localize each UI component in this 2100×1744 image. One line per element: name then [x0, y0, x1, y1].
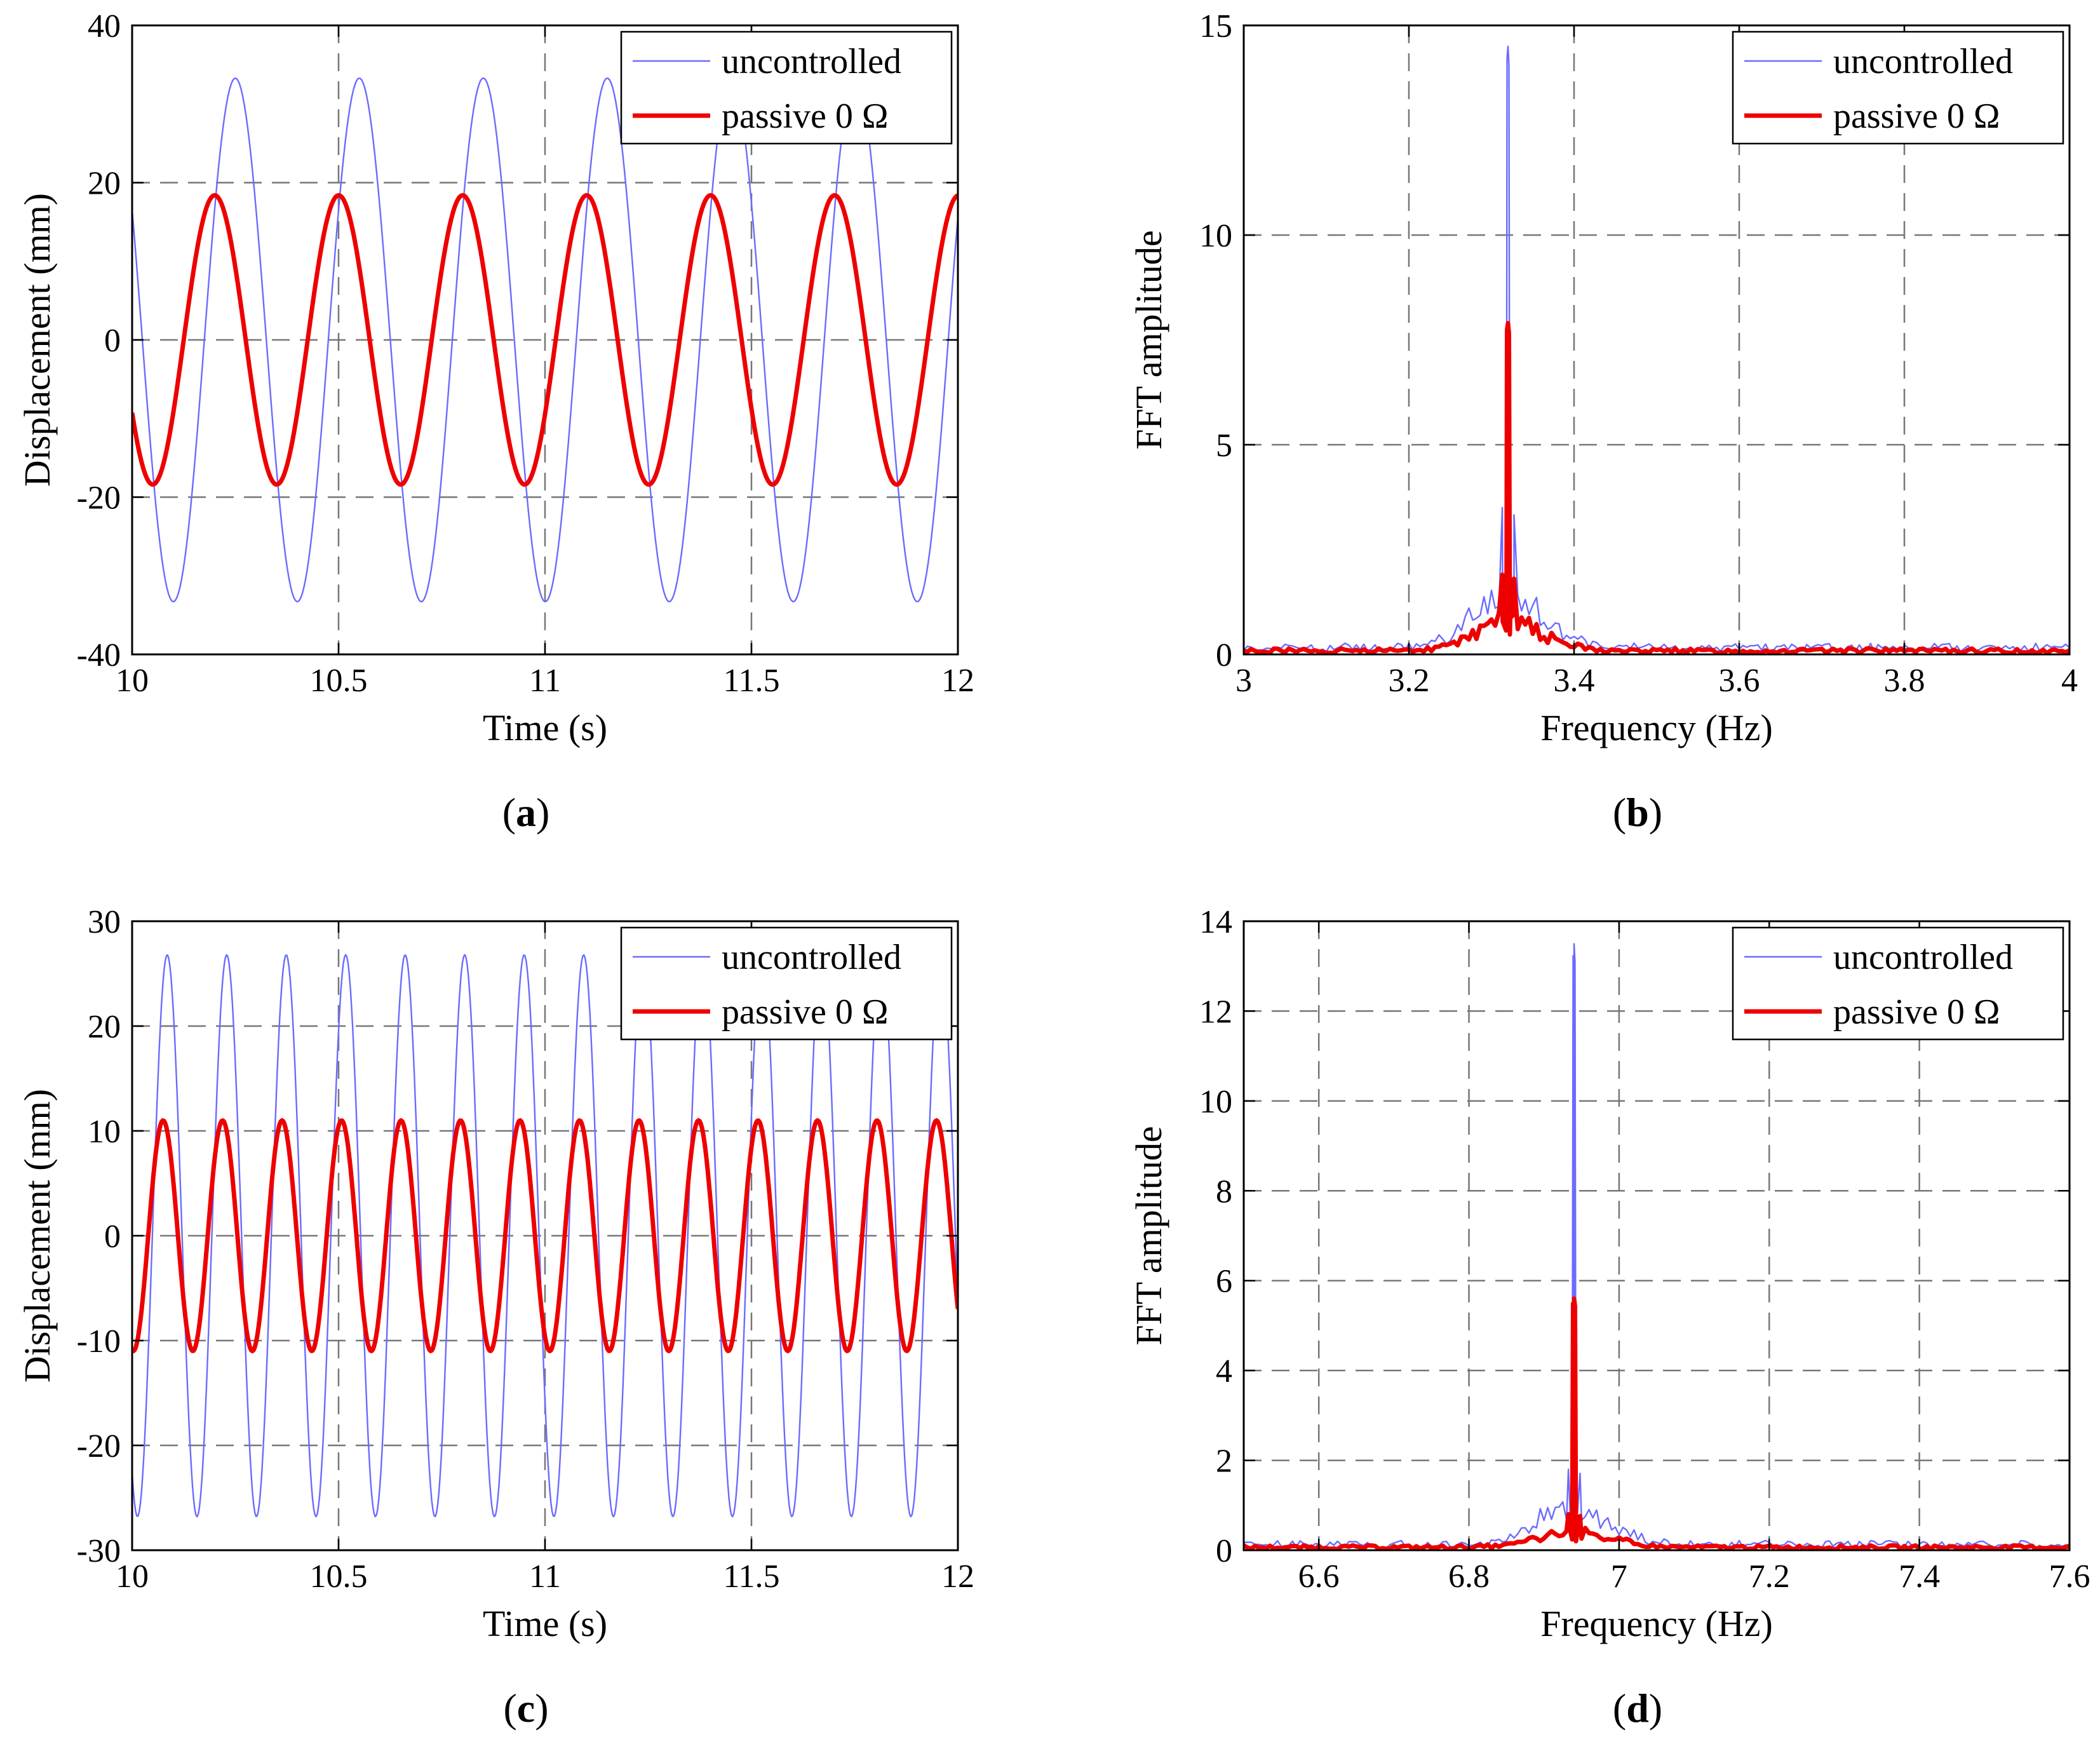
y-axis-label: FFT amplitude [1128, 1126, 1169, 1345]
y-axis-label: Displacement (mm) [17, 193, 58, 487]
y-tick-label: 0 [1216, 1533, 1232, 1569]
x-tick-label: 7.6 [2049, 1558, 2090, 1595]
y-tick-label: 30 [88, 904, 121, 940]
series-line-passive [1244, 1296, 2070, 1550]
y-tick-label: -40 [77, 637, 121, 673]
x-tick-label: 10.5 [310, 663, 368, 699]
x-tick-label: 11 [529, 1558, 561, 1595]
x-tick-label: 6.6 [1298, 1558, 1340, 1595]
x-axis-label: Frequency (Hz) [1540, 707, 1773, 748]
x-tick-label: 7 [1611, 1558, 1627, 1595]
y-tick-label: 0 [104, 323, 121, 359]
y-tick-label: 10 [1199, 218, 1232, 254]
series-line-uncontrolled [132, 77, 958, 603]
y-tick-label: 5 [1216, 428, 1232, 464]
legend-box [1732, 30, 2064, 145]
x-tick-label: 10.5 [310, 1558, 368, 1595]
x-tick-label: 11 [529, 663, 561, 699]
legend-label: uncontrolled [722, 938, 901, 977]
x-tick-label: 7.2 [1749, 1558, 1790, 1595]
y-tick-label: 0 [1216, 637, 1232, 673]
x-tick-label: 6.8 [1448, 1558, 1490, 1595]
caption-close: ) [1649, 790, 1662, 835]
y-tick-label: -20 [77, 1428, 121, 1464]
x-tick-label: 10 [116, 1558, 149, 1595]
chart-panel-b: 3 3.2 3.4 3.6 3.8 4 0 5 10 15 Frequency (Hz) FFT am… [1128, 8, 2078, 835]
legend-label: uncontrolled [1833, 938, 2013, 977]
caption-open: ( [1613, 790, 1626, 835]
legend-label: passive 0 Ω [722, 992, 888, 1032]
chart-panel-c: 10 10.5 11 11.5 12 -30 -20 -10 0 10 20 30 Time (s) Di… [17, 904, 974, 1731]
caption-open: ( [502, 790, 516, 835]
x-tick-label: 3.8 [1884, 663, 1925, 699]
x-tick-label: 4 [2061, 663, 2078, 699]
y-tick-label: 2 [1216, 1443, 1232, 1480]
x-tick-label: 3.6 [1719, 663, 1760, 699]
legend-label: uncontrolled [1833, 42, 2013, 81]
caption-letter: d [1626, 1686, 1649, 1731]
y-tick-label: 0 [104, 1219, 121, 1255]
x-tick-label: 7.4 [1899, 1558, 1940, 1595]
y-tick-label: -20 [77, 480, 121, 517]
caption-open: ( [1613, 1686, 1626, 1731]
panel-caption: (c) [503, 1686, 548, 1731]
legend-label: uncontrolled [722, 42, 901, 81]
legend-label: passive 0 Ω [1833, 97, 2000, 136]
x-tick-label: 3 [1235, 663, 1252, 699]
legend: uncontrolled passive 0 Ω [620, 30, 953, 145]
legend-label: passive 0 Ω [722, 97, 888, 136]
x-tick-label: 3.4 [1554, 663, 1595, 699]
legend: uncontrolled passive 0 Ω [1732, 30, 2064, 145]
x-tick-label: 11.5 [723, 1558, 779, 1595]
x-tick-label: 12 [941, 1558, 974, 1595]
x-tick-label: 3.2 [1389, 663, 1430, 699]
caption-open: ( [503, 1686, 516, 1731]
legend-box [1732, 926, 2064, 1041]
x-axis-label: Time (s) [483, 1603, 607, 1644]
y-tick-label: 40 [88, 8, 121, 44]
y-tick-label: 20 [88, 166, 121, 202]
legend-label: passive 0 Ω [1833, 992, 2000, 1032]
y-tick-label: 6 [1216, 1264, 1232, 1300]
x-tick-label: 11.5 [723, 663, 779, 699]
y-tick-label: 4 [1216, 1353, 1232, 1389]
x-tick-label: 12 [941, 663, 974, 699]
y-tick-label: -30 [77, 1533, 121, 1569]
caption-close: ) [536, 790, 549, 835]
y-axis-label: Displacement (mm) [17, 1089, 58, 1382]
y-tick-label: 8 [1216, 1173, 1232, 1210]
chart-panel-a: 10 10.5 11 11.5 12 -40 -20 0 20 40 Time (s) Displac… [17, 8, 974, 835]
y-tick-label: 10 [1199, 1084, 1232, 1120]
caption-letter: c [517, 1686, 535, 1731]
series-line-passive [1244, 321, 2070, 654]
x-axis-label: Time (s) [483, 707, 607, 748]
legend-box [620, 926, 953, 1041]
chart-panel-d: 6.6 6.8 7 7.2 7.4 7.6 0 2 4 6 8 10 12 14 Frequency (Hz… [1128, 904, 2090, 1731]
y-tick-label: 10 [88, 1114, 121, 1150]
y-tick-label: 14 [1199, 904, 1232, 940]
y-tick-label: 12 [1199, 994, 1232, 1030]
series-line-passive [132, 1118, 958, 1353]
caption-letter: b [1626, 790, 1649, 835]
y-tick-label: 20 [88, 1009, 121, 1045]
legend: uncontrolled passive 0 Ω [620, 926, 953, 1041]
x-tick-label: 10 [116, 663, 149, 699]
caption-letter: a [516, 790, 536, 835]
panel-caption: (b) [1613, 790, 1662, 835]
y-tick-label: -10 [77, 1323, 121, 1360]
panel-caption: (a) [502, 790, 550, 835]
caption-close: ) [1649, 1686, 1662, 1731]
panel-caption: (d) [1613, 1686, 1662, 1731]
series-line-passive [132, 193, 958, 487]
plot-frame [1242, 24, 2071, 656]
y-axis-label: FFT amplitude [1128, 230, 1169, 449]
x-axis-label: Frequency (Hz) [1540, 1603, 1773, 1644]
plot-frame [1242, 920, 2071, 1551]
legend: uncontrolled passive 0 Ω [1732, 926, 2064, 1041]
legend-box [620, 30, 953, 145]
caption-close: ) [535, 1686, 548, 1731]
y-tick-label: 15 [1199, 8, 1232, 44]
